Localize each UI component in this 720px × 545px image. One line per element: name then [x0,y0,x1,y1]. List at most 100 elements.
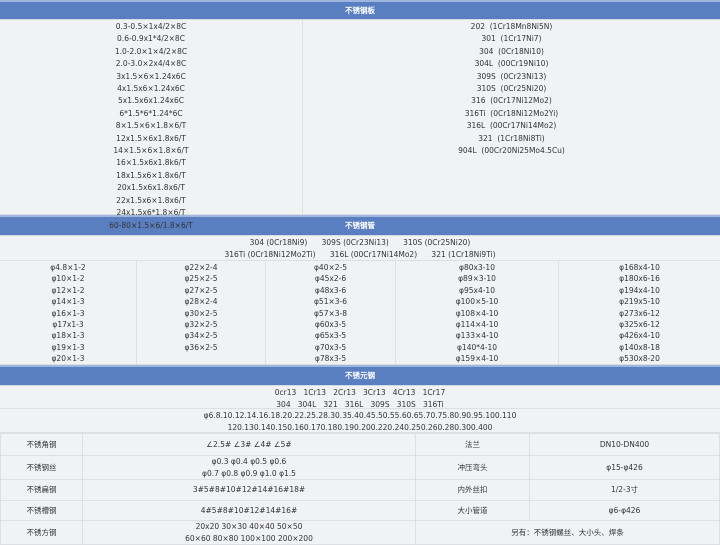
pipe-size: φ40×2-5 [313,263,348,272]
products-table: 不锈角钢 ∠2.5# ∠3# ∠4# ∠5# 法兰 DN10-DN400 不锈钢… [0,433,720,545]
pipe-size: φ36×2-5 [184,342,218,352]
pipe-size: φ78x3-5 [314,354,347,364]
plate-size: 0.6-0.9x1*4/2×8C [117,34,185,44]
row-value: φ0.3 φ0.4 φ0.5 φ0.6 φ0.7 φ0.8 φ0.9 φ1.0 φ… [82,455,416,480]
pipe-size: φ140*4-10 [456,342,498,352]
plate-size: 4x1.5x6×1.24x6C [117,84,185,94]
pipe-size: φ30×2-5 [184,308,218,318]
pipe-grades: 304 (0Cr18Ni9) 309S (0Cr23Ni13) 310S (0C… [0,236,720,261]
row-label: 法兰 [415,433,530,456]
row-value: 20x20 30×30 40×40 50×50 60×60 80×80 100×1… [82,520,416,545]
row-value: 1/2-3寸 [529,479,720,501]
bar-size-line: φ6.8.10.12.14.16.18.20.22.25.28.30.35.40… [203,411,517,420]
plate-grade: 316L (00Cr17Ni14Mo2) [466,121,557,131]
pipe-size: φ4.8×1-2 [50,263,86,272]
pipe-size-column: φ4.8×1-2 φ10×1-2 φ12×1-2 φ14×1-3 φ16×1-3 φ17x… [0,261,137,364]
plate-size: 24x1.5x6*1.8×6/T [116,208,186,218]
row-value: ∠2.5# ∠3# ∠4# ∠5# [82,433,416,456]
plate-size: 20x1.5x6x1.8x6/T [117,183,185,193]
pipe-size: φ180x6-16 [619,274,660,284]
row-value: φ15-φ426 [529,455,720,480]
table-row: 不锈扁钢 3#5#8#10#12#14#16#18# 内外丝扣 1/2-3寸 [0,479,720,501]
row-label: 不锈槽钢 [0,500,83,521]
pipe-size-column: φ80x3-10 φ89×3-10 φ95x4-10 φ100×5-10 φ108×4-… [396,261,559,364]
table-row: 不锈槽钢 4#5#8#10#12#14#16# 大小管道 φ6-φ426 [0,500,720,521]
row-value: φ6-φ426 [529,500,720,521]
plate-grade: 202 (1Cr18Mn8Ni5N) [470,22,553,31]
value-line: 20x20 30×30 40×40 50×50 [195,522,303,531]
plate-size: 22x1.5x6×1.8x6/T [116,195,186,205]
bar-grade-line: 0cr13 1Cr13 2Cr13 3Cr13 4Cr13 1Cr17 [274,388,446,397]
pipe-size: φ108×4-10 [455,308,499,318]
plate-grade: 301 (1Cr17Ni7) [481,34,542,44]
bar-sizes: φ6.8.10.12.14.16.18.20.22.25.28.30.35.40… [0,409,720,433]
plate-size: 1.0-2.0×1×4/2×8C [114,46,188,56]
plate-size: 0.3-0.5×1x4/2×8C [115,22,187,31]
plate-size: 5x1.5x6x1.24x6C [118,96,184,106]
pipe-size: φ95x4-10 [459,285,495,295]
plate-size: 12x1.5×6x1.8x6/T [116,133,186,143]
plate-grade: 304 (0Cr18Ni10) [479,46,544,56]
row-value: 4#5#8#10#12#14#16# [82,500,416,521]
pipe-size: φ70x3-5 [314,342,347,352]
plate-size: 3x1.5×6×1.24x6C [116,71,186,81]
bar-grade-line: 304 304L 321 316L 309S 310S 316Ti [276,399,444,409]
row-label: 不锈钢丝 [0,455,83,480]
pipe-size: φ19×1-3 [51,342,85,352]
pipe-size: φ219x5-10 [619,297,660,307]
pipe-size: φ426x4-10 [619,331,660,341]
plate-grade: 321 (1Cr18Ni8Ti) [478,133,545,143]
pipe-size: φ57×3-8 [313,308,348,318]
pipe-size: φ325x6-12 [619,320,660,330]
value-line: 60×60 80×80 100×100 200×200 [185,533,313,543]
bar-grades: 0cr13 1Cr13 2Cr13 3Cr13 4Cr13 1Cr17 304 … [0,386,720,409]
value-line: φ0.3 φ0.4 φ0.5 φ0.6 [211,457,287,466]
plate-section-header: 不锈钢板 [0,0,720,20]
pipe-size: φ20×1-3 [51,354,85,364]
pipe-size-column: φ168x4-10 φ180x6-16 φ194x4-10 φ219x5-10 φ273… [559,261,720,364]
row-value: 3#5#8#10#12#14#16#18# [82,479,416,501]
pipe-size: φ45x2-6 [314,274,347,284]
plate-size: 2.0-3.0×2x4/4×8C [115,59,187,69]
pipe-size: φ28×2-4 [184,297,218,307]
plate-size: 16×1.5x6x1.8k6/T [116,158,186,168]
pipe-section-header: 不锈钢管 [0,215,720,236]
row-label: 不锈扁钢 [0,479,83,501]
plate-grade: 316Ti (0Cr18Ni12Mo2Yi) [464,108,559,118]
row-value: DN10-DN400 [529,433,720,456]
note: 另有：不锈钢螺丝、大小头、焊条 [415,520,720,545]
pipe-size: φ65x3-5 [314,331,347,341]
pipe-size: φ34×2-5 [184,331,218,341]
table-row: 不锈角钢 ∠2.5# ∠3# ∠4# ∠5# 法兰 DN10-DN400 [0,433,720,456]
pipe-size: φ100×5-10 [455,297,499,307]
pipe-size: φ273x6-12 [619,308,660,318]
row-label: 冲压弯头 [415,455,530,480]
plate-section: 0.3-0.5×1x4/2×8C 0.6-0.9x1*4/2×8C 1.0-2.0×… [0,20,720,230]
pipe-size: φ159×4-10 [455,354,499,364]
pipe-size: φ60x3-5 [314,320,347,330]
pipe-size: φ32×2-5 [184,320,218,330]
bar-section-header: 不锈元钢 [0,365,720,386]
plate-size: 18x1.5x6×1.8x6/T [116,170,186,180]
table-row: 不锈钢丝 φ0.3 φ0.4 φ0.5 φ0.6 φ0.7 φ0.8 φ0.9 φ… [0,455,720,480]
pipe-size: φ12×1-2 [51,285,85,295]
pipe-size: φ168x4-10 [619,263,660,272]
pipe-size: φ114×4-10 [455,320,499,330]
bar-size-line: 120.130.140.150.160.170.180.190.200.220.… [227,422,493,432]
pipe-size: φ89×3-10 [458,274,496,284]
plate-size: 8×1.5×6×1.8×6/T [115,121,187,131]
pipe-sizes-grid: φ4.8×1-2 φ10×1-2 φ12×1-2 φ14×1-3 φ16×1-3 φ17x… [0,261,720,365]
plate-size: 60-80×1.5×6/1.8×6/T [109,220,193,230]
plate-grade: 309S (0Cr23Ni13) [476,71,547,81]
pipe-size: φ18×1-3 [51,331,85,341]
plate-sizes: 0.3-0.5×1x4/2×8C 0.6-0.9x1*4/2×8C 1.0-2.0×… [0,20,303,230]
pipe-size: φ140x8-18 [619,342,660,352]
pipe-size: φ22×2-4 [184,263,218,272]
value-line: φ0.7 φ0.8 φ0.9 φ1.0 φ1.5 [202,468,296,478]
pipe-size-column: φ40×2-5 φ45x2-6 φ48x3-6 φ51×3-6 φ57×3-8 φ60x3… [266,261,396,364]
pipe-size: φ48x3-6 [314,285,347,295]
plate-size: 14×1.5×6×1.8×6/T [113,146,189,156]
pipe-size: φ194x4-10 [619,285,660,295]
pipe-size-column: φ22×2-4 φ25×2-5 φ27×2-5 φ28×2-4 φ30×2-5 φ32×2… [137,261,266,364]
row-label: 不锈方钢 [0,520,83,545]
